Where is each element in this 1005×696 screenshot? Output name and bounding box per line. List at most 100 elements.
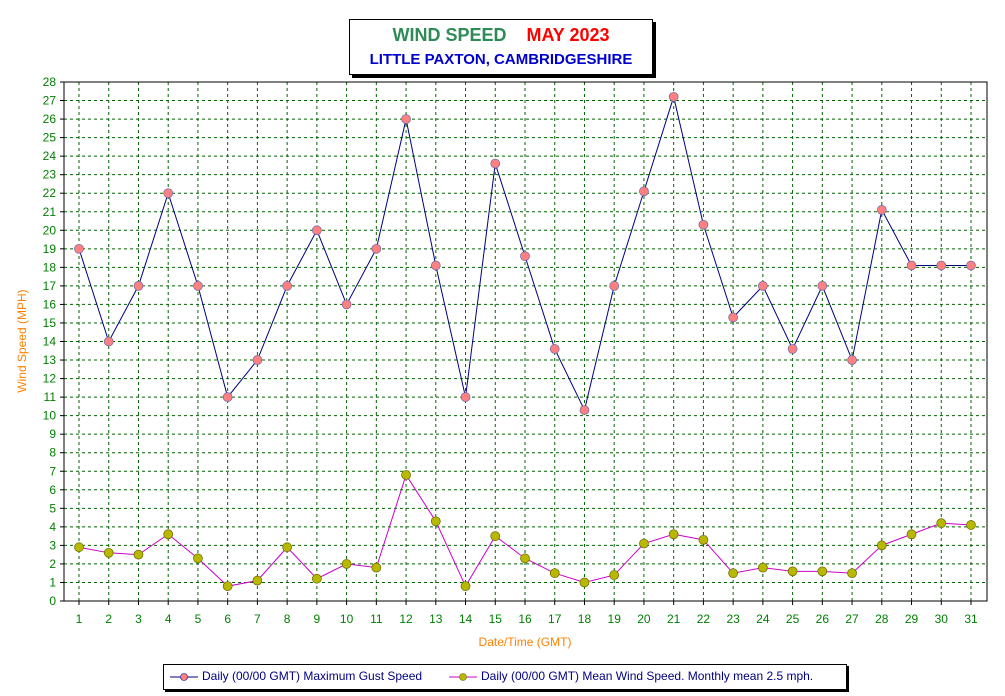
y-tick-label: 6 [49, 483, 56, 497]
data-point-gust [490, 158, 501, 169]
data-point-mean [936, 518, 947, 529]
data-point-mean [728, 568, 738, 579]
data-point-gust [460, 392, 471, 402]
data-point-gust [876, 205, 887, 215]
x-tick-label: 19 [608, 612, 622, 626]
x-tick-label: 12 [399, 612, 413, 626]
data-point-gust [817, 281, 828, 291]
data-point-mean [163, 529, 174, 540]
y-tick-label: 10 [43, 409, 57, 423]
legend-label-gust: Daily (00/00 GMT) Maximum Gust Speed [202, 669, 423, 683]
x-tick-label: 23 [726, 612, 740, 626]
data-point-mean [341, 559, 352, 569]
data-point-mean [549, 568, 560, 579]
y-tick-label: 20 [43, 223, 57, 237]
data-point-mean [609, 570, 620, 580]
data-point-mean [639, 538, 649, 549]
data-point-mean [222, 581, 233, 592]
x-tick-label: 1 [76, 612, 83, 626]
y-tick-label: 23 [43, 168, 57, 182]
data-point-gust [252, 355, 263, 365]
data-point-mean [193, 553, 203, 564]
y-tick-label: 0 [49, 594, 56, 608]
series [74, 91, 976, 592]
data-point-mean [579, 577, 590, 588]
x-tick-label: 18 [578, 612, 592, 626]
data-point-gust [341, 299, 352, 310]
x-tick-label: 17 [548, 612, 562, 626]
data-point-mean [906, 529, 917, 540]
data-point-gust [906, 260, 917, 271]
data-point-gust [133, 281, 144, 291]
data-point-gust [698, 219, 709, 230]
data-point-mean [460, 581, 471, 592]
y-tick-label: 11 [44, 390, 57, 404]
data-point-mean [668, 529, 679, 540]
y-tick-label: 3 [49, 538, 56, 552]
data-point-mean [252, 575, 263, 586]
data-point-mean [371, 562, 382, 573]
y-tick-label: 2 [49, 557, 56, 571]
chart-subtitle: LITTLE PAXTON, CAMBRIDGESHIRE [369, 51, 633, 68]
y-axis-label: Wind Speed (MPH) [15, 289, 29, 392]
data-point-gust [787, 344, 798, 354]
data-point-mean [817, 566, 828, 577]
y-tick-label: 18 [43, 260, 57, 274]
data-point-gust [222, 392, 233, 402]
x-tick-label: 3 [135, 612, 142, 626]
y-tick-label: 1 [49, 575, 56, 589]
data-point-mean [312, 573, 322, 584]
x-tick-label: 25 [786, 612, 800, 626]
x-tick-label: 7 [254, 612, 261, 626]
data-point-gust [668, 91, 679, 102]
x-axis-label: Date/Time (GMT) [479, 635, 572, 649]
data-point-gust [728, 312, 738, 323]
data-point-gust [74, 243, 84, 254]
x-tick-label: 13 [429, 612, 443, 626]
data-point-mean [74, 542, 84, 553]
data-point-mean [520, 553, 530, 564]
x-tick-label: 20 [637, 612, 651, 626]
data-point-mean [698, 534, 709, 545]
x-tick-label: 31 [964, 612, 978, 626]
data-point-mean [103, 547, 114, 558]
y-tick-label: 19 [43, 242, 57, 256]
data-point-gust [371, 243, 382, 254]
data-point-gust [549, 344, 560, 354]
data-point-mean [787, 566, 798, 577]
data-point-gust [936, 260, 947, 271]
data-point-gust [193, 281, 203, 291]
legend-label-mean: Daily (00/00 GMT) Mean Wind Speed. Month… [481, 669, 814, 683]
x-tick-label: 10 [340, 612, 354, 626]
y-tick-label: 15 [43, 316, 57, 330]
data-point-mean [401, 470, 411, 480]
y-tick-label: 17 [43, 279, 57, 293]
data-point-gust [579, 405, 590, 415]
data-point-gust [103, 336, 114, 347]
data-point-mean [966, 520, 976, 530]
x-tick-label: 15 [489, 612, 503, 626]
x-tick-label: 9 [314, 612, 321, 626]
x-tick-label: 16 [518, 612, 532, 626]
x-tick-label: 27 [845, 612, 859, 626]
y-tick-label: 14 [43, 335, 57, 349]
x-tick-label: 29 [905, 612, 919, 626]
data-point-gust [282, 281, 292, 291]
x-tick-label: 5 [195, 612, 202, 626]
x-tick-label: 4 [165, 612, 172, 626]
y-tick-label: 13 [43, 353, 57, 367]
x-tick-label: 21 [667, 612, 681, 626]
x-tick-label: 30 [935, 612, 949, 626]
x-tick-label: 26 [816, 612, 830, 626]
data-point-gust [639, 186, 649, 197]
data-point-mean [876, 540, 887, 551]
data-point-gust [609, 281, 620, 291]
y-tick-label: 9 [49, 427, 56, 441]
y-tick-label: 5 [49, 501, 56, 515]
data-point-gust [966, 260, 976, 271]
data-point-gust [163, 188, 174, 199]
y-tick-label: 22 [43, 186, 57, 200]
x-tick-label: 28 [875, 612, 889, 626]
plot-area-border [63, 81, 988, 602]
